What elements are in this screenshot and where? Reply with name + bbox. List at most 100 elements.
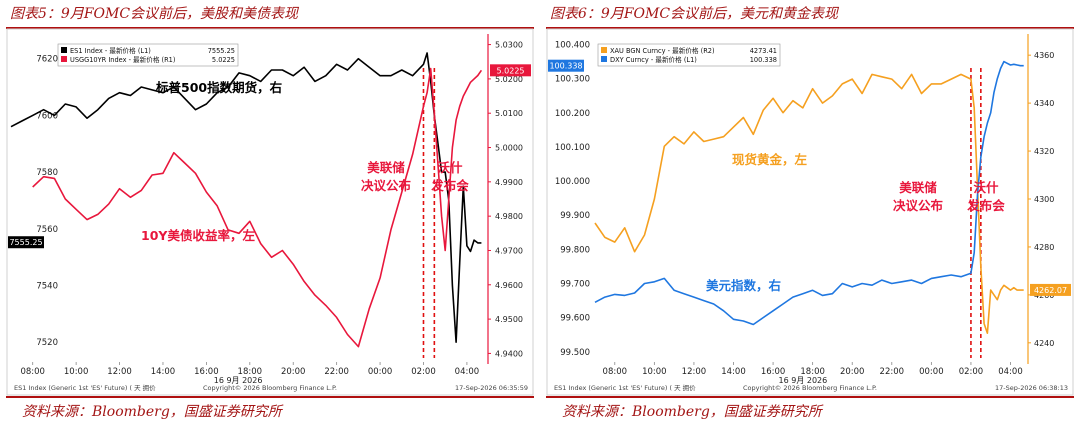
legend-value: 5.0225 bbox=[212, 56, 235, 64]
legend-value: 7555.25 bbox=[208, 47, 235, 55]
x-tick-label: 08:00 bbox=[603, 367, 628, 377]
event-annotation: 美联储 bbox=[899, 180, 937, 195]
right-value-tag bbox=[490, 64, 531, 77]
y-right-tick-label: 5.0200 bbox=[495, 75, 523, 84]
y-left-tick-label: 7560 bbox=[36, 225, 58, 235]
y-left-tick-label: 99.600 bbox=[560, 314, 590, 324]
legend-swatch bbox=[61, 56, 67, 62]
chart-frame bbox=[6, 28, 534, 396]
x-tick-label: 22:00 bbox=[324, 367, 349, 377]
series-annotation: 现货黄金，左 bbox=[732, 152, 808, 167]
y-left-tick-label: 7520 bbox=[36, 338, 58, 348]
y-left-tick-label: 100.200 bbox=[555, 109, 590, 119]
footer-copyright: Copyright© 2026 Bloomberg Finance L.P. bbox=[743, 384, 877, 392]
y-right-tick-label: 5.0300 bbox=[495, 41, 523, 50]
event-annotation: 沃什 bbox=[973, 180, 999, 195]
x-tick-label: 14:00 bbox=[151, 367, 176, 377]
event-annotation: 决议公布 bbox=[361, 178, 412, 193]
right-value-tag-label: 5.0225 bbox=[497, 66, 525, 75]
x-tick-label: 00:00 bbox=[919, 367, 944, 377]
x-tick-label: 04:00 bbox=[998, 367, 1023, 377]
event-annotation: 决议公布 bbox=[893, 198, 944, 213]
y-left-tick-label: 100.000 bbox=[555, 177, 590, 187]
y-right-tick-label: 4300 bbox=[1034, 195, 1054, 204]
y-right-tick-label: 4320 bbox=[1034, 147, 1054, 156]
x-tick-label: 10:00 bbox=[64, 367, 89, 377]
x-tick-label: 18:00 bbox=[238, 367, 263, 377]
legend-label: XAU BGN Curncy - 最新价格 (R2) bbox=[610, 46, 715, 55]
y-left-tick-label: 7620 bbox=[36, 55, 58, 65]
series-line bbox=[594, 73, 1024, 334]
x-tick-label: 20:00 bbox=[840, 367, 865, 377]
y-right-tick-label: 4340 bbox=[1034, 99, 1054, 108]
legend-label: USGG10YR Index - 最新价格 (R1) bbox=[70, 55, 175, 64]
y-left-tick-label: 99.500 bbox=[560, 348, 590, 358]
title-rule bbox=[6, 27, 534, 29]
panel-left: 图表5：9月FOMC会议前后，美股和美债表现 7620 7600 7580 7560 7… bbox=[6, 0, 534, 423]
footer-copyright: Copyright© 2026 Bloomberg Finance L.P. bbox=[203, 384, 337, 392]
y-right-tick-label: 4.9700 bbox=[495, 246, 523, 255]
figure-title: 图表5：9月FOMC会议前后，美股和美债表现 bbox=[10, 6, 299, 22]
legend-swatch bbox=[61, 47, 67, 53]
y-left-tick-label: 7600 bbox=[36, 111, 58, 121]
legend-label: DXY Curncy - 最新价格 (L1) bbox=[610, 55, 697, 64]
title-rule bbox=[546, 27, 1074, 29]
y-left-tick-label: 7580 bbox=[36, 168, 58, 178]
y-left-tick-label: 99.900 bbox=[560, 211, 590, 221]
left-value-tag bbox=[548, 59, 584, 72]
x-tick-label: 10:00 bbox=[642, 367, 667, 377]
event-annotation: 沃什 bbox=[437, 160, 463, 175]
y-right-tick-label: 4.9800 bbox=[495, 212, 523, 221]
x-tick-label: 20:00 bbox=[281, 367, 306, 377]
y-right-tick-label: 4.9600 bbox=[495, 281, 523, 290]
left-value-tag bbox=[8, 236, 44, 249]
series-annotation: 10Y美债收益率，左 bbox=[141, 228, 255, 243]
legend-value: 4273.41 bbox=[750, 47, 777, 55]
y-right-tick-label: 4360 bbox=[1034, 51, 1054, 60]
y-right-tick-label: 4.9400 bbox=[495, 349, 523, 358]
footer-left: ES1 Index (Generic 1st 'ES' Future) ( 天 … bbox=[14, 383, 156, 392]
event-annotation: 发布会 bbox=[430, 178, 469, 193]
x-tick-label: 04:00 bbox=[455, 367, 480, 377]
x-tick-label: 02:00 bbox=[411, 367, 436, 377]
x-tick-label: 00:00 bbox=[368, 367, 393, 377]
x-tick-label: 08:00 bbox=[20, 367, 45, 377]
legend-value: 100.338 bbox=[750, 56, 777, 64]
left-value-tag-label: 7555.25 bbox=[9, 238, 42, 247]
y-right-tick-label: 4.9500 bbox=[495, 315, 523, 324]
y-left-tick-label: 100.300 bbox=[555, 75, 590, 85]
x-tick-label: 12:00 bbox=[107, 367, 132, 377]
series-annotation: 美元指数，右 bbox=[706, 278, 781, 293]
x-tick-label: 02:00 bbox=[959, 367, 984, 377]
chart-es-ust: 7620 7600 7580 7560 7540 7520 5.0300 5.0200 5.01… bbox=[6, 28, 534, 396]
event-annotation: 美联储 bbox=[367, 160, 405, 175]
legend-box bbox=[57, 43, 239, 67]
legend-swatch bbox=[601, 47, 607, 53]
right-value-tag-label: 4262.07 bbox=[1034, 286, 1067, 295]
series-line bbox=[32, 67, 483, 348]
series-annotation: 标普500指数期货，右 bbox=[155, 80, 282, 95]
y-left-tick-label: 7540 bbox=[36, 281, 58, 291]
y-left-tick-label: 100.100 bbox=[555, 143, 590, 153]
chart-frame bbox=[546, 28, 1074, 396]
x-tick-label: 16:00 bbox=[194, 367, 219, 377]
y-right-tick-label: 5.0000 bbox=[495, 144, 523, 153]
panel-right: 图表6：9月FOMC会议前后，美元和黄金表现 100.400 100.300 100… bbox=[546, 0, 1074, 423]
y-right-tick-label: 4280 bbox=[1034, 243, 1054, 252]
source-rule bbox=[6, 396, 534, 398]
x-tick-label: 22:00 bbox=[880, 367, 905, 377]
source-note: 资料来源：Bloomberg，国盛证券研究所 bbox=[562, 404, 822, 420]
left-value-tag-label: 100.338 bbox=[549, 62, 582, 71]
x-tick-label: 18:00 bbox=[800, 367, 825, 377]
chart-gold-dxy: 100.400 100.300 100.200 100.100 100.000 99.90… bbox=[546, 28, 1074, 396]
legend-swatch bbox=[601, 56, 607, 62]
x-date-label: 16 9月 2026 bbox=[214, 376, 263, 385]
x-tick-label: 12:00 bbox=[682, 367, 707, 377]
x-date-label: 16 9月 2026 bbox=[779, 376, 828, 385]
x-tick-label: 14:00 bbox=[721, 367, 746, 377]
figure-title: 图表6：9月FOMC会议前后，美元和黄金表现 bbox=[550, 6, 839, 22]
source-note: 资料来源：Bloomberg，国盛证券研究所 bbox=[22, 404, 282, 420]
y-left-tick-label: 100.400 bbox=[555, 41, 590, 51]
series-line bbox=[594, 60, 1024, 326]
x-tick-label: 16:00 bbox=[761, 367, 786, 377]
